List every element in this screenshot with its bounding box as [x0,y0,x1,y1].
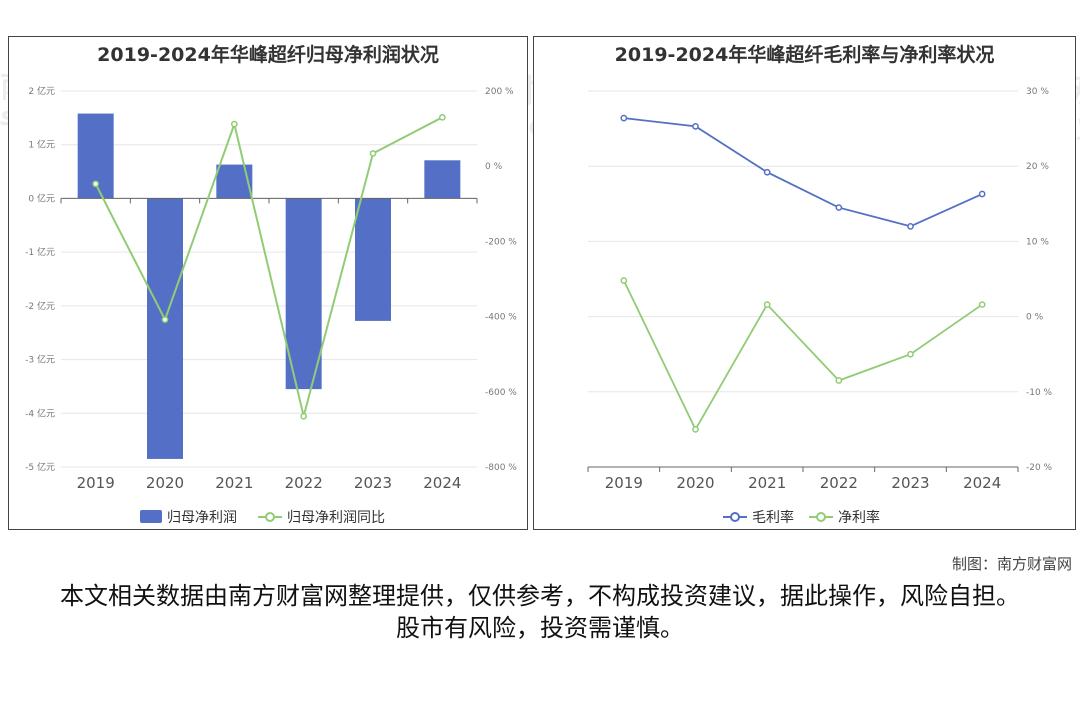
net-profit-chart: 2 亿元 1 亿元 0 亿元 -1 亿元 -2 亿元 -3 亿元 -4 亿元 -5 亿元 200… [25,85,517,526]
chart-credit: 制图：南方财富网 [951,555,1072,573]
x-tick-label: 2022 [820,474,858,492]
x-tick-label: 2023 [891,474,929,492]
series-line-0 [623,117,983,228]
series-1-point-2024 [978,301,986,308]
margin-chart-panel: 2019-2024年华峰超纤毛利率与净利率状况 30 % 20 % 10 % 0 % -… [533,36,1076,530]
x-tick-label: 2021 [748,474,786,492]
series-0-point-2022 [835,204,843,211]
x-tick-label: 2020 [676,474,714,492]
y-right-tick-label: 30 % [1026,87,1049,97]
y-right-tick-label: -400 % [485,313,517,323]
series-0-point-2019 [620,114,628,122]
yoy-point-2021 [230,120,238,128]
x-tick-label: 2021 [215,474,253,492]
series-0-point-2021 [763,168,771,176]
y-left-tick-label: 1 亿元 [28,139,55,151]
y-right-tick-label: -10 % [1026,388,1053,398]
x-tick-label: 2020 [146,474,184,492]
y-left-tick-label: -2 亿元 [25,300,55,312]
y-right-tick-label: 0 % [485,162,503,172]
bar-2022 [285,198,322,390]
legend-label-net: 净利率 [838,509,880,526]
y-left-tick-label: 0 亿元 [28,192,55,204]
yoy-point-2019 [92,180,100,188]
y-left-tick-label: -4 亿元 [25,407,55,419]
bar-2023 [355,198,391,321]
legend-marker-net [816,512,826,522]
bar-2021 [216,164,253,199]
y-left-tick-label: -1 亿元 [25,246,55,258]
x-tick-label: 2024 [963,474,1001,492]
series-0-point-2020 [692,122,699,130]
series-1-point-2020 [692,426,699,433]
disclaimer-text: 本文相关数据由南方财富网整理提供，仅供参考，不构成投资建议，据此操作，风险自担。… [60,582,1020,642]
y-left-tick-label: -5 亿元 [25,461,55,473]
legend-bar-swatch [140,510,162,523]
margin-chart: 30 % 20 % 10 % 0 % -10 % -20 % 2019 2020 2021 202… [587,87,1053,526]
yoy-line [94,116,443,417]
series-line-1 [623,280,983,432]
y-right-tick-label: 10 % [1026,237,1049,247]
series-1-point-2021 [763,301,771,308]
legend-marker-gross [730,512,740,522]
yoy-point-2022 [300,412,308,420]
y-left-tick-label: -3 亿元 [25,354,55,366]
legend-line-label: 归母净利润同比 [287,509,385,526]
chart-title: 2019-2024年华峰超纤归母净利润状况 [97,44,439,66]
y-right-tick-label: -20 % [1026,463,1053,473]
x-tick-label: 2019 [77,474,115,492]
y-left-tick-label: 2 亿元 [28,85,55,97]
yoy-point-2020 [161,316,169,323]
bar-2020 [147,198,183,459]
legend-bar-label: 归母净利润 [167,509,237,526]
y-right-tick-label: 200 % [485,87,514,97]
series-1-point-2019 [620,277,628,284]
x-tick-label: 2019 [605,474,643,492]
y-right-tick-label: -600 % [485,388,517,398]
y-right-tick-label: -200 % [485,237,517,247]
series-0-point-2023 [907,223,914,230]
series-1-point-2022 [835,377,843,384]
x-tick-label: 2022 [285,474,323,492]
x-tick-label: 2024 [423,474,461,492]
legend-line-marker [265,512,275,522]
series-1-point-2023 [907,350,914,358]
chart-title: 2019-2024年华峰超纤毛利率与净利率状况 [614,44,995,66]
yoy-point-2023 [369,150,377,157]
net-profit-chart-panel: 2019-2024年华峰超纤归母净利润状况 2 亿元 1 亿元 0 亿元 -1 亿元 -… [8,36,528,530]
y-right-tick-label: 0 % [1026,313,1044,323]
bar-2024 [424,160,461,199]
y-right-tick-label: 20 % [1026,162,1049,172]
series-0-point-2024 [978,190,986,198]
y-right-tick-label: -800 % [485,463,517,473]
x-tick-label: 2023 [354,474,392,492]
yoy-point-2024 [438,113,446,121]
legend-label-gross: 毛利率 [752,509,794,526]
